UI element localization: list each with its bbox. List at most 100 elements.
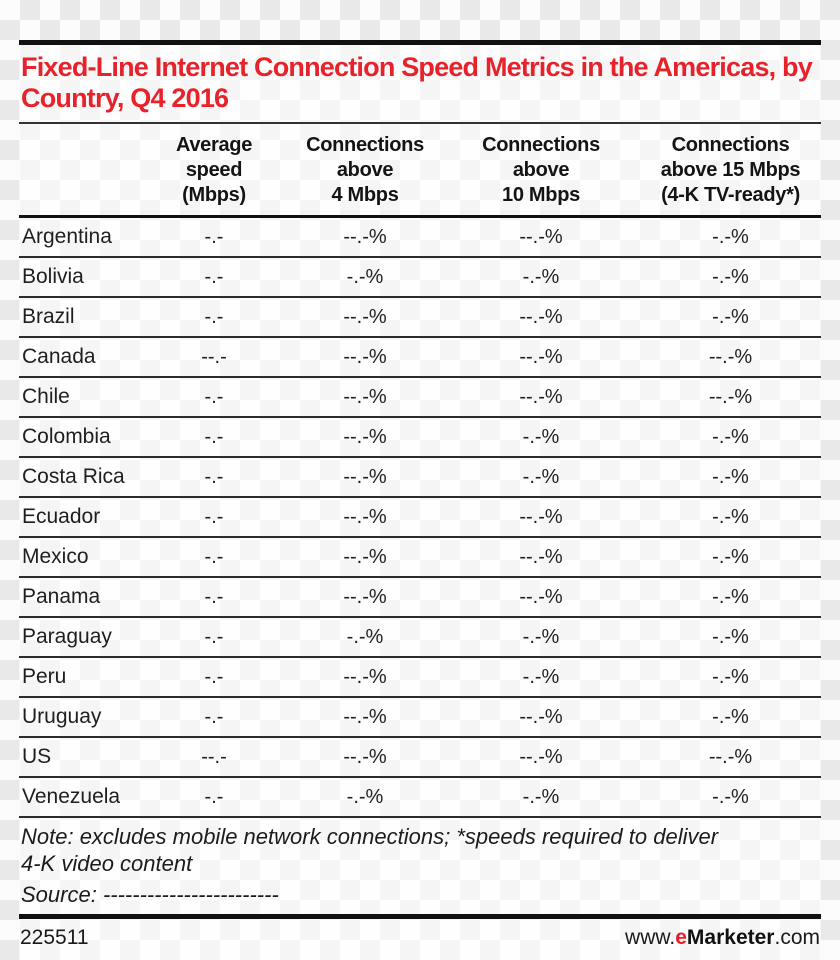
above-4mbps-value: -.-% [288,777,442,818]
country-name: Colombia [19,417,140,458]
above-15mbps-value: -.-% [640,497,821,538]
above-4mbps-value: --.-% [288,377,442,418]
country-name: Brazil [19,297,140,338]
avg-speed-value: -.- [140,457,288,498]
header-above-15mbps: Connections above 15 Mbps (4-K TV-ready*… [640,123,821,218]
table-row: Panama -.- --.-% --.-% -.-% [19,577,821,618]
avg-speed-value: -.- [140,377,288,418]
country-name: Costa Rica [19,457,140,498]
header-above-10mbps: Connections above 10 Mbps [442,123,640,218]
note-text: Note: excludes mobile network connection… [21,824,719,876]
above-10mbps-value: --.-% [442,377,640,418]
logo-marketer: Marketer [686,926,775,949]
above-10mbps-value: --.-% [442,737,640,778]
above-15mbps-value: -.-% [640,257,821,298]
above-4mbps-value: --.-% [288,657,442,698]
above-10mbps-value: -.-% [442,777,640,818]
above-4mbps-value: -.-% [288,617,442,658]
above-10mbps-value: -.-% [442,657,640,698]
table-row: Venezuela -.- -.-% -.-% -.-% [19,777,821,818]
above-4mbps-value: --.-% [288,737,442,778]
logo-com: .com [774,926,820,949]
country-name: Canada [19,337,140,378]
source-value: ------------------------ [102,882,279,907]
above-4mbps-value: --.-% [288,537,442,578]
table-row: Uruguay -.- --.-% --.-% -.-% [19,697,821,738]
country-name: Venezuela [19,777,140,818]
country-name: Uruguay [19,697,140,738]
above-15mbps-value: --.-% [640,377,821,418]
above-4mbps-value: --.-% [288,297,442,338]
above-15mbps-value: -.-% [640,216,821,258]
avg-speed-value: -.- [140,617,288,658]
table-row: Paraguay -.- -.-% -.-% -.-% [19,617,821,658]
above-4mbps-value: --.-% [288,417,442,458]
above-4mbps-value: --.-% [288,697,442,738]
table-row: Costa Rica -.- --.-% -.-% -.-% [19,457,821,498]
above-15mbps-value: -.-% [640,297,821,338]
table-row: Peru -.- --.-% -.-% -.-% [19,657,821,698]
avg-speed-value: -.- [140,697,288,738]
above-4mbps-value: --.-% [288,577,442,618]
chart-id: 225511 [20,926,89,949]
above-4mbps-value: --.-% [288,337,442,378]
speed-metrics-table: Average speed (Mbps) Connections above 4… [19,122,821,818]
footer: 225511 www.eMarketer.com [19,919,821,960]
emarketer-logo: www.eMarketer.com [625,926,820,950]
table-row: Ecuador -.- --.-% --.-% -.-% [19,497,821,538]
above-10mbps-value: --.-% [442,537,640,578]
above-10mbps-value: -.-% [442,617,640,658]
above-10mbps-value: --.-% [442,297,640,338]
bottom-divider [19,914,821,919]
avg-speed-value: -.- [140,777,288,818]
table-row: Mexico -.- --.-% --.-% -.-% [19,537,821,578]
above-15mbps-value: -.-% [640,657,821,698]
above-10mbps-value: --.-% [442,577,640,618]
table-header: Average speed (Mbps) Connections above 4… [19,123,821,218]
above-10mbps-value: --.-% [442,497,640,538]
avg-speed-value: -.- [140,257,288,298]
above-4mbps-value: --.-% [288,457,442,498]
above-15mbps-value: --.-% [640,337,821,378]
above-10mbps-value: --.-% [442,216,640,258]
table-row: Brazil -.- --.-% --.-% -.-% [19,297,821,338]
avg-speed-value: --.- [140,737,288,778]
source-line: Source: ------------------------ [19,881,821,914]
above-4mbps-value: --.-% [288,497,442,538]
above-10mbps-value: -.-% [442,457,640,498]
avg-speed-value: -.- [140,657,288,698]
table-row: Argentina -.- --.-% --.-% -.-% [19,216,821,258]
above-4mbps-value: --.-% [288,216,442,258]
country-name: Mexico [19,537,140,578]
avg-speed-value: -.- [140,577,288,618]
above-15mbps-value: -.-% [640,697,821,738]
avg-speed-value: -.- [140,216,288,258]
above-15mbps-value: -.-% [640,617,821,658]
header-above-4mbps: Connections above 4 Mbps [288,123,442,218]
country-name: US [19,737,140,778]
top-divider [19,40,821,45]
country-name: Panama [19,577,140,618]
country-name: Chile [19,377,140,418]
above-10mbps-value: -.-% [442,417,640,458]
above-15mbps-value: -.-% [640,457,821,498]
table-body: Argentina -.- --.-% --.-% -.-% Bolivia -… [19,216,821,818]
above-10mbps-value: --.-% [442,697,640,738]
header-country [19,123,140,218]
table-row: Bolivia -.- -.-% -.-% -.-% [19,257,821,298]
avg-speed-value: -.- [140,297,288,338]
page-title: Fixed-Line Internet Connection Speed Met… [21,52,813,113]
chart-sheet: Fixed-Line Internet Connection Speed Met… [19,40,821,960]
above-15mbps-value: -.-% [640,577,821,618]
source-label: Source: [21,882,103,907]
header-average-speed: Average speed (Mbps) [140,123,288,218]
country-name: Peru [19,657,140,698]
avg-speed-value: --.- [140,337,288,378]
above-4mbps-value: -.-% [288,257,442,298]
country-name: Paraguay [19,617,140,658]
country-name: Ecuador [19,497,140,538]
avg-speed-value: -.- [140,537,288,578]
above-10mbps-value: -.-% [442,257,640,298]
table-row: US --.- --.-% --.-% --.-% [19,737,821,778]
